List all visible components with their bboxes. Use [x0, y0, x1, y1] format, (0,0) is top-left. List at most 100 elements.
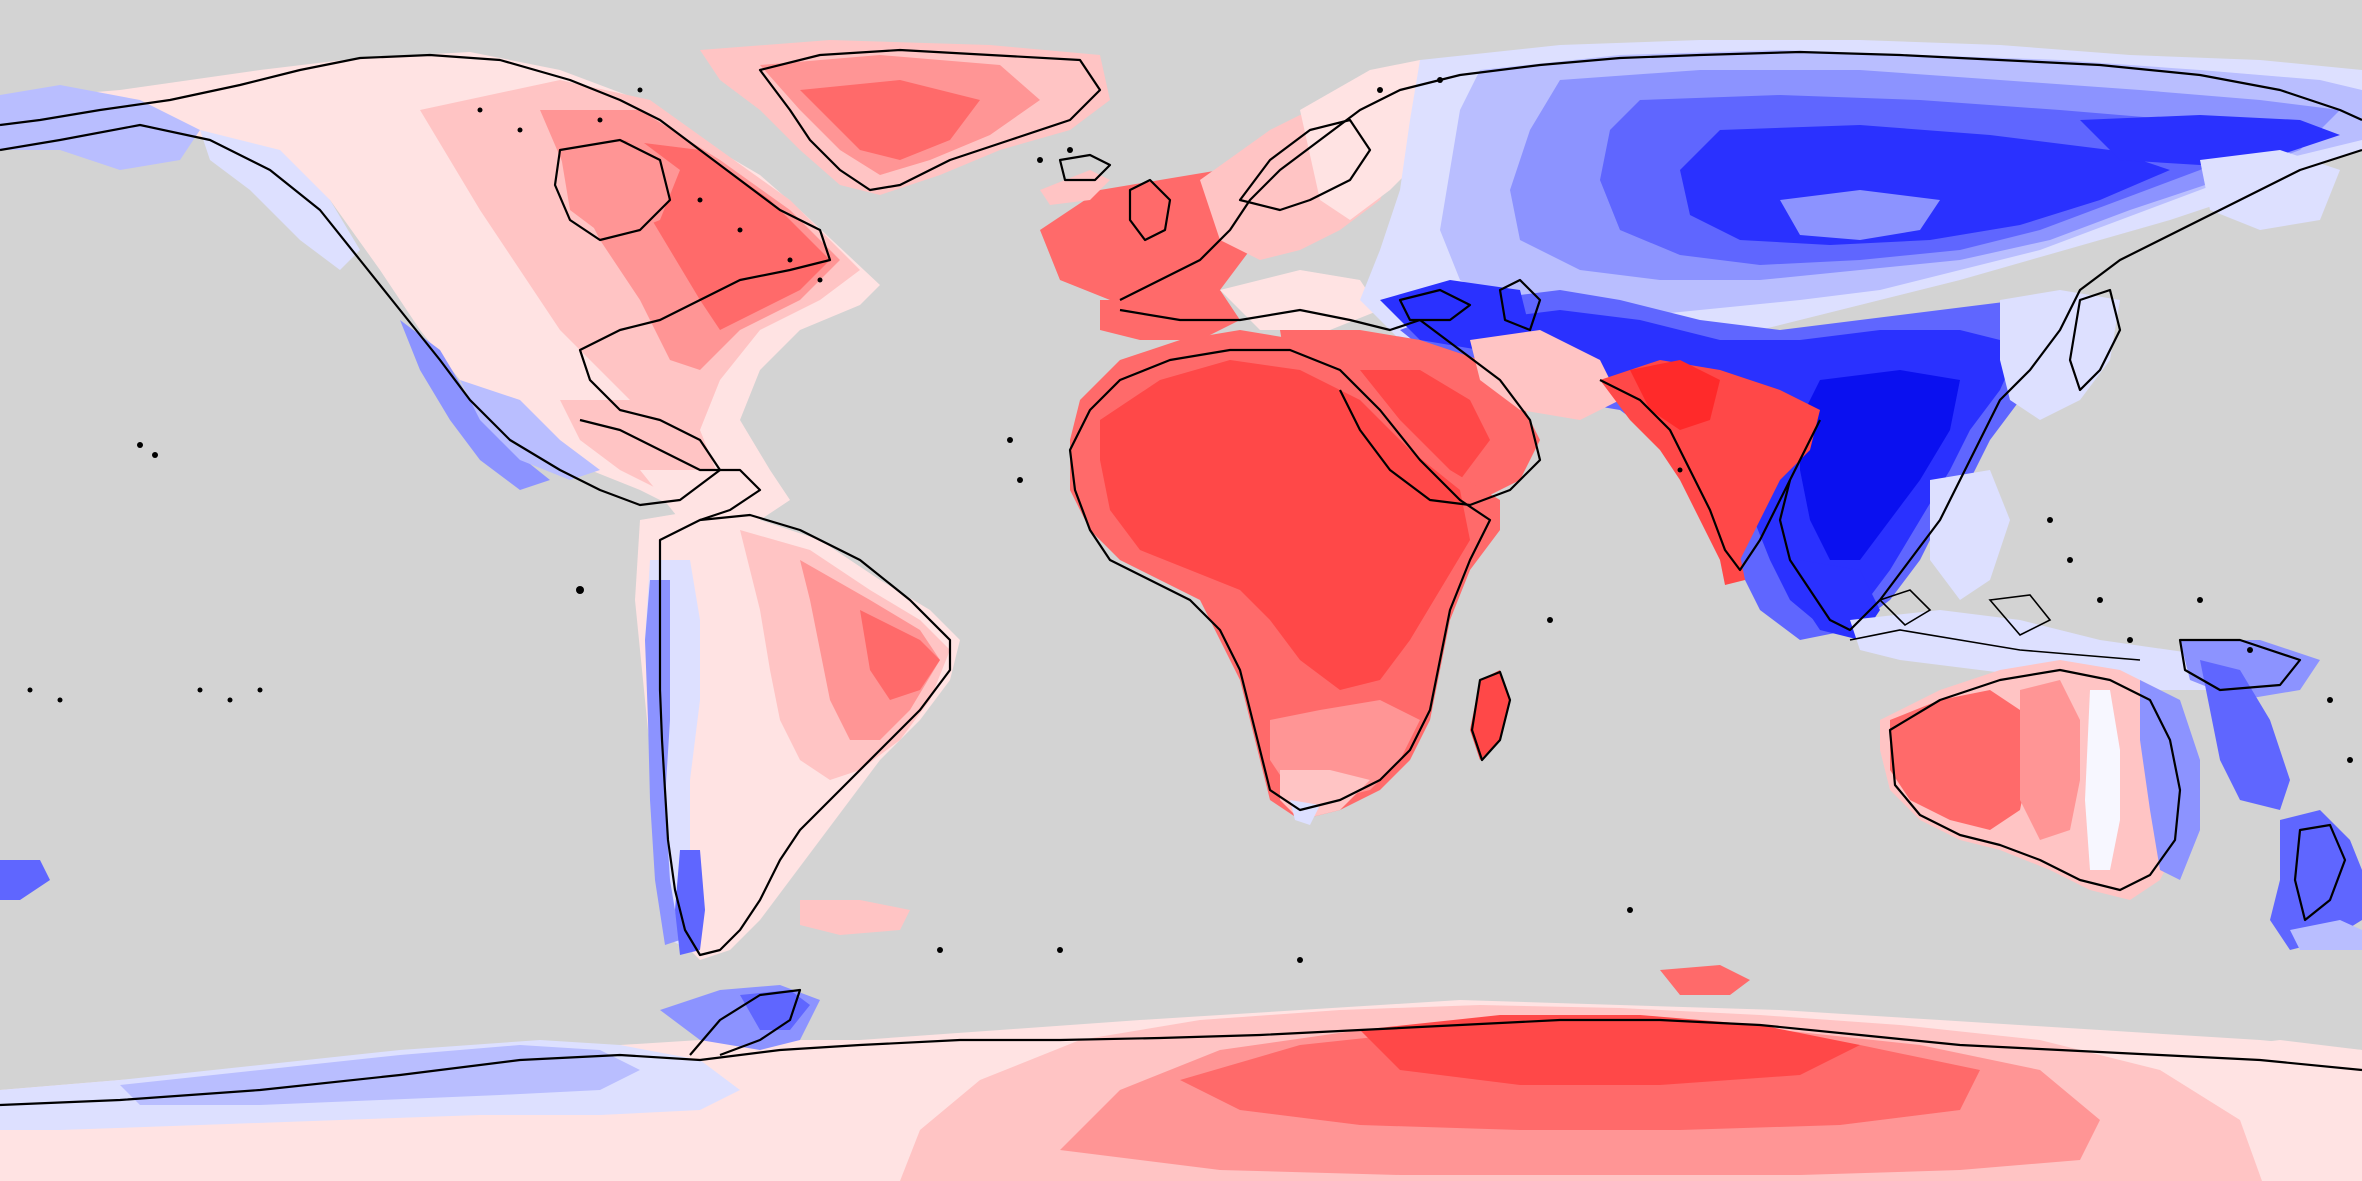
coastline-new-guinea [2178, 638, 2302, 692]
coastline-india [1599, 379, 1821, 572]
australia-east-blue [2140, 680, 2200, 880]
iceland-pale [1040, 170, 1110, 205]
speck [1037, 157, 1043, 163]
speck [1677, 467, 1683, 473]
speck [2097, 597, 2103, 603]
coastline-gulf-mexico [579, 418, 762, 522]
south-pacific-blue [0, 860, 50, 900]
speck [1377, 87, 1383, 93]
speck [2327, 697, 2333, 703]
speck [1057, 947, 1063, 953]
coastline-black-caspian [1398, 278, 1542, 332]
region-antarctica [0, 965, 2362, 1181]
antarctica-strong-red [1360, 1015, 1860, 1085]
coastline-scandinavia [1238, 118, 1372, 212]
coastline-south-america [658, 513, 952, 957]
coral-sea-blue [2200, 660, 2290, 810]
speck [737, 227, 743, 233]
coastline-mediterranean [1119, 308, 1421, 332]
europe-iberia-red [1100, 290, 1240, 340]
speck [637, 87, 643, 93]
kamchatka-faint [2200, 150, 2340, 230]
speck [1067, 147, 1073, 153]
coastline-new-zealand [2293, 823, 2347, 922]
europe-atlantic-red [1040, 170, 1260, 310]
north-america-hudson [560, 140, 680, 240]
speck [1437, 77, 1443, 83]
antarctic-peninsula-mid [740, 990, 810, 1030]
speck [137, 442, 143, 448]
iran-faint [1470, 330, 1620, 420]
speck [1627, 907, 1633, 913]
coastline-antarctica [0, 1018, 2362, 1107]
speck [1017, 477, 1023, 483]
south-america-red [860, 610, 940, 700]
sri-lanka [1720, 555, 1745, 585]
coastline-antarctic-peninsula [689, 988, 802, 1057]
speck [2347, 757, 2353, 763]
india-strong-red [1630, 360, 1720, 430]
alaska-blue [0, 85, 200, 170]
region-india [1600, 360, 1820, 585]
coastline-australia [1888, 668, 2182, 892]
region-africa [1070, 330, 1510, 825]
speck [787, 257, 793, 263]
coastline-africa [1068, 348, 1492, 812]
region-europe-west [1040, 60, 1450, 340]
west-coast-blue [400, 320, 550, 490]
coastline-arabia [1339, 319, 1542, 507]
new-zealand-pale [2290, 920, 2362, 950]
greenland-red [800, 80, 980, 160]
speck [227, 697, 233, 703]
speck [477, 107, 483, 113]
patagonia-mid-blue [675, 850, 705, 955]
speck [517, 127, 523, 133]
europe-faint [1300, 60, 1450, 220]
speck [1007, 437, 1013, 443]
speck [576, 586, 584, 594]
korea-japan-faint [2000, 290, 2120, 420]
coastline-madagascar [1470, 670, 1512, 762]
speck [2067, 557, 2073, 563]
australia-red [1890, 690, 2030, 830]
speck [1547, 617, 1553, 623]
coastlines [0, 48, 2362, 1107]
coastline-eurasia-north [1119, 50, 2362, 301]
northwest-faint-blue [200, 130, 360, 270]
speck [597, 117, 603, 123]
coastline-uk [1128, 178, 1172, 242]
speck [937, 947, 943, 953]
philippines-faint [1930, 470, 2010, 600]
coastline-north-america [0, 53, 832, 507]
australia-white [2085, 690, 2120, 870]
speck [152, 452, 158, 458]
patagonia-faint-red [800, 900, 910, 935]
africa-core-red [1100, 360, 1470, 690]
coastline-east-asia [1778, 148, 2362, 632]
coastline-iceland [1058, 153, 1112, 182]
speck [197, 687, 203, 693]
speck [2127, 637, 2133, 643]
speck [27, 687, 33, 693]
coastline-indonesia [1849, 589, 2141, 661]
speck [817, 277, 823, 283]
speck [2047, 517, 2053, 523]
coastline-greenland [758, 48, 1102, 192]
indonesia-faint-blue [1850, 610, 2240, 690]
speck [257, 687, 263, 693]
speck [2197, 597, 2203, 603]
kerguelen-red [1660, 965, 1750, 995]
region-asia-north [1360, 40, 2362, 370]
australia-mid-red [2020, 680, 2080, 840]
mediterranean-faint [1220, 270, 1380, 330]
region-south-america [635, 510, 960, 960]
speck [697, 197, 703, 203]
speck [2247, 647, 2253, 653]
china-strong-blue [1800, 370, 1960, 560]
island-specks [27, 77, 2353, 963]
speck [57, 697, 63, 703]
mexico-pale-blue [460, 380, 600, 480]
asia-core-light [1780, 190, 1940, 240]
